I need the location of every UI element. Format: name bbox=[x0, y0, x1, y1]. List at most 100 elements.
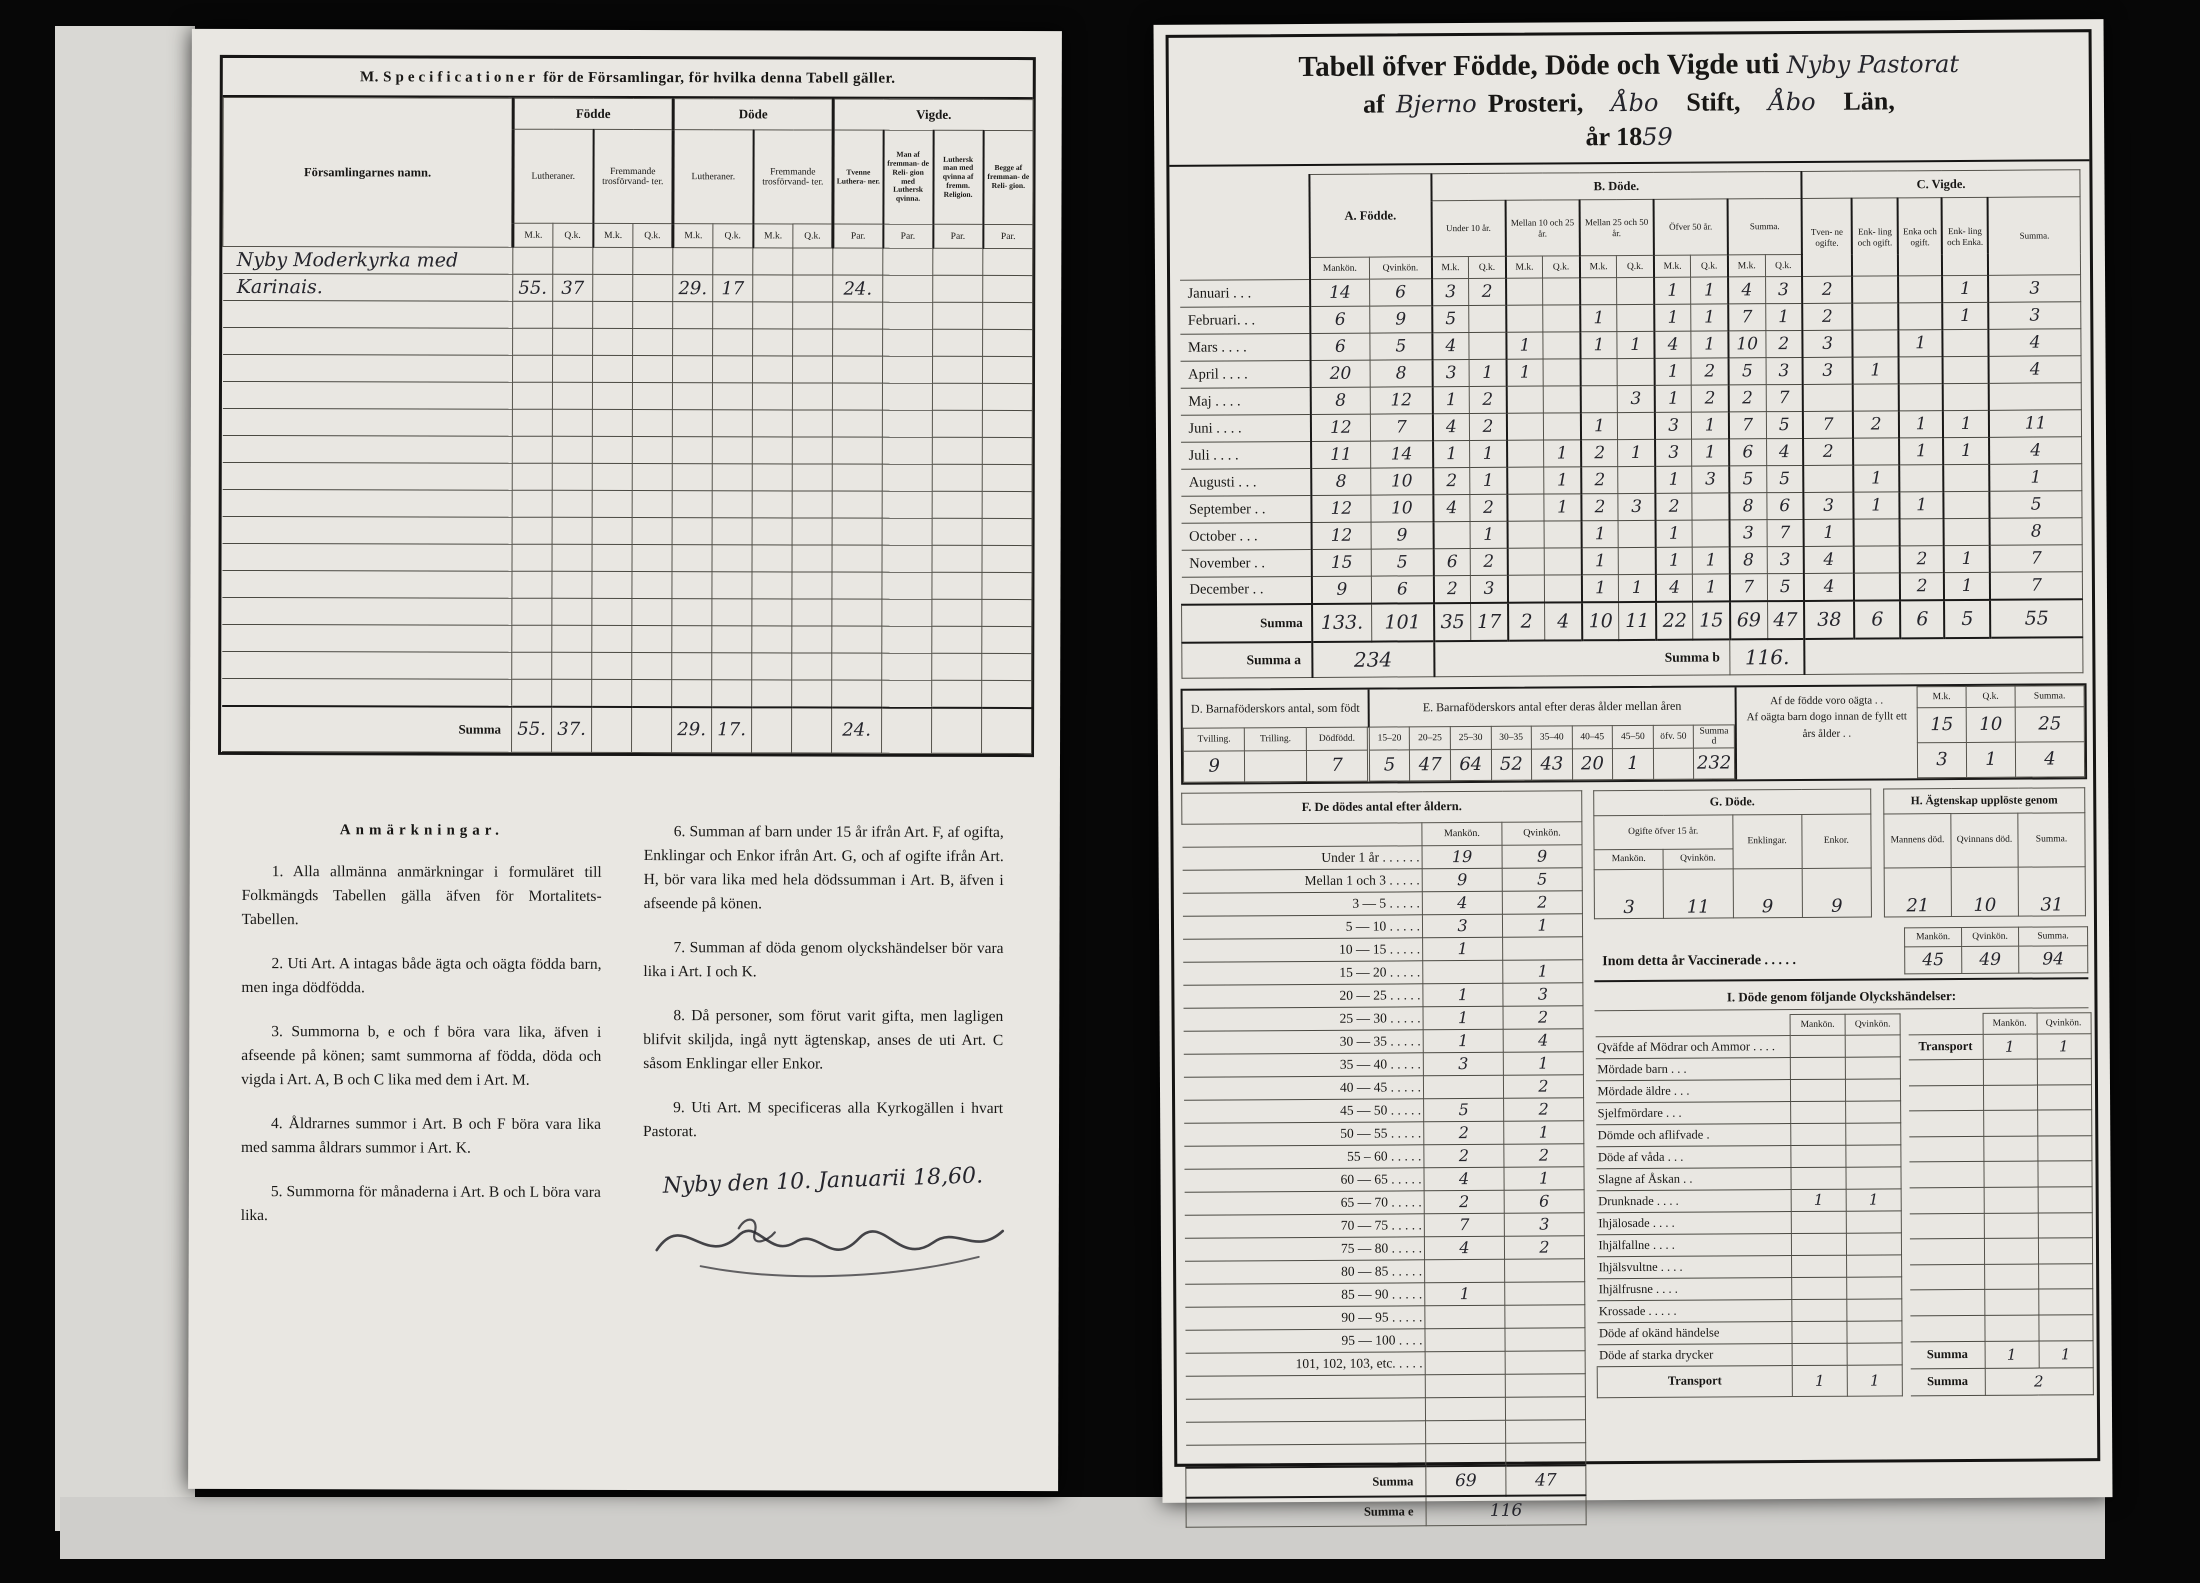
value-cell bbox=[792, 490, 833, 519]
col-head-mk: M.k. bbox=[672, 223, 713, 248]
value-cell: 2 bbox=[1469, 413, 1507, 441]
empty-row bbox=[1909, 1161, 2092, 1188]
value-cell: 1 bbox=[2038, 1340, 2093, 1368]
col-head-mk: M.k. bbox=[592, 223, 633, 248]
value-cell: 2 bbox=[1691, 357, 1729, 386]
value-cell: 19 bbox=[1422, 844, 1503, 869]
parish-name-cell bbox=[221, 543, 513, 572]
age-row: 95 — 100 . . . . bbox=[1184, 1327, 1586, 1353]
value-cell bbox=[1983, 1110, 2038, 1137]
value-cell: 49 bbox=[1961, 945, 2019, 973]
value-cell bbox=[1423, 1074, 1504, 1099]
col-head-ogifte: Ogifte öfver 15 år. bbox=[1593, 814, 1733, 850]
age-row: 101, 102, 103, etc. . . . . bbox=[1185, 1350, 1586, 1376]
value-cell: 1 bbox=[1692, 573, 1730, 602]
empty-cell bbox=[1909, 1238, 1985, 1265]
value-cell bbox=[1425, 1350, 1506, 1375]
value-cell: 6 bbox=[1900, 599, 1945, 638]
value-cell bbox=[882, 248, 933, 276]
month-label: Februari. . . bbox=[1179, 306, 1311, 335]
value-cell: 1 bbox=[1503, 1166, 1585, 1190]
value-cell bbox=[1618, 466, 1656, 494]
value-cell: 4 bbox=[1803, 573, 1855, 601]
value-cell: 2 bbox=[1728, 384, 1766, 412]
value-cell: 1 bbox=[1982, 1033, 2037, 1060]
value-cell: 3 bbox=[1431, 278, 1469, 306]
empty-row bbox=[1185, 1396, 1586, 1422]
cause-row: Ihjälfallne . . . . bbox=[1596, 1232, 1902, 1257]
value-cell bbox=[881, 680, 932, 708]
value-cell: 29. bbox=[672, 274, 713, 302]
col-head-qvinkon: Qvinkön. bbox=[1663, 848, 1733, 869]
age-label: 80 — 85 . . . . . bbox=[1184, 1259, 1425, 1284]
value-cell bbox=[792, 301, 833, 330]
value-cell bbox=[632, 517, 673, 545]
value-cell: 2 bbox=[1468, 278, 1506, 306]
value-cell bbox=[1792, 1342, 1848, 1366]
value-cell bbox=[1942, 356, 1989, 384]
value-cell: 1 bbox=[1617, 331, 1655, 359]
value-cell: 21 bbox=[1884, 867, 1952, 917]
summa-e-label: Summa e bbox=[1185, 1496, 1427, 1528]
value-cell bbox=[932, 437, 983, 465]
value-cell bbox=[551, 544, 593, 572]
parish-name-cell bbox=[222, 327, 513, 356]
age-label: 5 — 10 . . . . . bbox=[1182, 914, 1423, 939]
value-cell bbox=[712, 436, 753, 464]
right-title: Tabell öfver Födde, Döde och Vigde uti N… bbox=[1168, 32, 2090, 167]
value-cell bbox=[1425, 1396, 1506, 1421]
left-table-title: M. Specificationer för de Församlingar, … bbox=[222, 57, 1033, 100]
value-cell: 6 bbox=[1369, 278, 1432, 307]
value-cell bbox=[791, 571, 833, 600]
main-table: A. Födde. B. Döde. C. Vigde. Under 10 år… bbox=[1178, 169, 2083, 678]
value-cell bbox=[712, 490, 753, 518]
value-cell: 1 bbox=[1943, 410, 1990, 438]
value-cell: 8 bbox=[1989, 517, 2083, 546]
value-cell bbox=[1845, 1100, 1901, 1123]
value-cell bbox=[931, 599, 982, 627]
remarks-right-column: 6. Summan af barn under 15 år ifrån Art.… bbox=[643, 820, 1005, 1293]
oagta-table: M.k. Q.k. Summa. 15 10 25 3 1 4 bbox=[1917, 685, 2086, 778]
i-summa-row: Summa 1 1 bbox=[1910, 1340, 2093, 1369]
value-cell: 6 bbox=[1766, 492, 1804, 520]
parish-name: Nyby Moderkyrka med bbox=[222, 246, 513, 275]
col-head-mk: M.k. bbox=[1727, 254, 1766, 277]
value-cell bbox=[1502, 936, 1583, 960]
value-cell: 101 bbox=[1371, 602, 1434, 642]
value-cell: 1 bbox=[1544, 466, 1582, 495]
value-cell bbox=[831, 680, 882, 708]
col-head-tvilling: Tvilling. bbox=[1183, 727, 1245, 751]
summa-label: Summa bbox=[1181, 603, 1312, 643]
value-cell bbox=[1425, 1442, 1506, 1467]
value-cell: 3 bbox=[1988, 274, 2081, 303]
month-label: April . . . . bbox=[1180, 360, 1311, 389]
sub-head-enkling-enka: Enk- ling och Enka. bbox=[1941, 197, 1989, 276]
age-label: 85 — 90 . . . . . bbox=[1184, 1282, 1425, 1307]
value-cell: 1 bbox=[1506, 332, 1544, 360]
value-cell: 1 bbox=[1580, 412, 1618, 440]
value-cell: 12 bbox=[1310, 414, 1371, 442]
value-cell bbox=[1504, 1304, 1585, 1328]
age-label: 70 — 75 . . . . . bbox=[1184, 1213, 1425, 1238]
section-h-table: H. Ägtenskap upplöste genom Mannens död.… bbox=[1883, 787, 2086, 917]
value-cell bbox=[1507, 494, 1545, 522]
value-cell: 3 bbox=[1766, 546, 1804, 574]
value-cell bbox=[591, 571, 632, 599]
title-line-3: år 1859 bbox=[1173, 119, 2085, 155]
value-cell bbox=[882, 518, 933, 546]
value-cell bbox=[1653, 747, 1694, 779]
col-head-summa-d: Summa d bbox=[1693, 724, 1735, 748]
value-cell: 3 bbox=[1422, 913, 1503, 938]
left-table: Församlingarnes namn. Födde Döde Vigde. … bbox=[221, 97, 1034, 754]
value-cell bbox=[982, 410, 1033, 438]
remark-paragraph: 1. Alla allmänna anmärkningar i formulär… bbox=[241, 862, 602, 928]
value-cell bbox=[932, 302, 983, 330]
age-label: 60 — 65 . . . . . bbox=[1183, 1167, 1425, 1192]
remark-paragraph: 9. Uti Art. M specificeras alla Kyrkogäl… bbox=[643, 1098, 1004, 1140]
value-cell: 37. bbox=[551, 706, 592, 752]
value-cell bbox=[1898, 275, 1943, 303]
value-cell: 1 bbox=[1654, 358, 1692, 386]
